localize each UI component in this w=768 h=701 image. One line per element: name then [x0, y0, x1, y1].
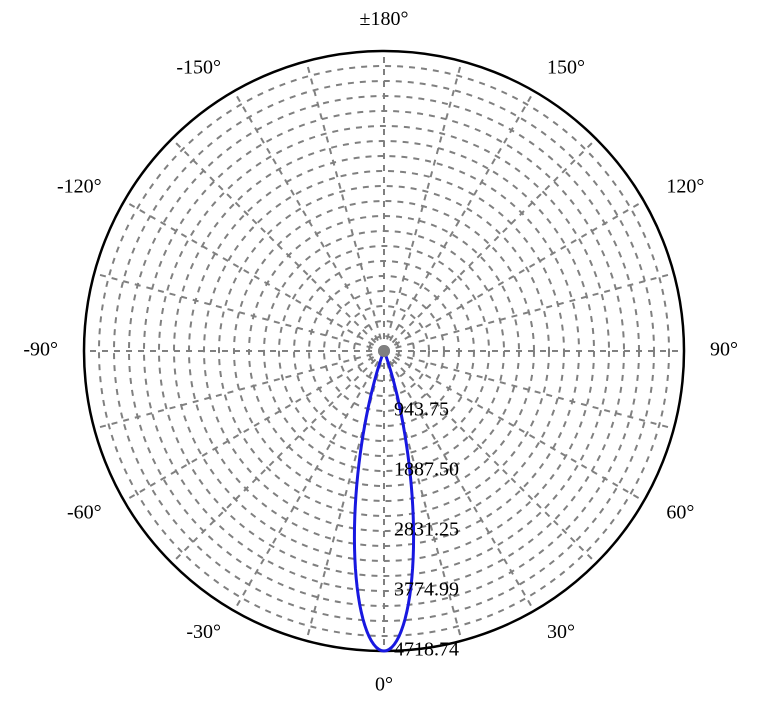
polar-angle-label: 60°: [666, 502, 694, 524]
polar-center: [378, 345, 390, 357]
polar-angle-label: 150°: [547, 56, 585, 78]
polar-angle-label: -150°: [176, 56, 221, 78]
polar-angle-label: 30°: [547, 621, 575, 643]
polar-angle-label: 120°: [666, 176, 704, 198]
polar-ring-label: 1887.50: [394, 459, 459, 481]
polar-chart: 943.75 1887.50 2831.25 3774.99 4718.740° 30° 6…: [0, 0, 768, 701]
polar-angle-label: -30°: [186, 621, 221, 643]
polar-ring-label: 4718.74: [394, 639, 459, 661]
polar-angle-label: -120°: [57, 176, 102, 198]
polar-ring-label: 3774.99: [394, 579, 459, 601]
polar-angle-label: 0°: [375, 674, 393, 696]
polar-ring-label: 2831.25: [394, 519, 459, 541]
polar-angle-label: 90°: [710, 339, 738, 361]
polar-angle-label: ±180°: [360, 8, 409, 30]
polar-ring-label: 943.75: [394, 399, 449, 421]
polar-angle-label: -60°: [67, 502, 102, 524]
polar-angle-label: -90°: [23, 339, 58, 361]
